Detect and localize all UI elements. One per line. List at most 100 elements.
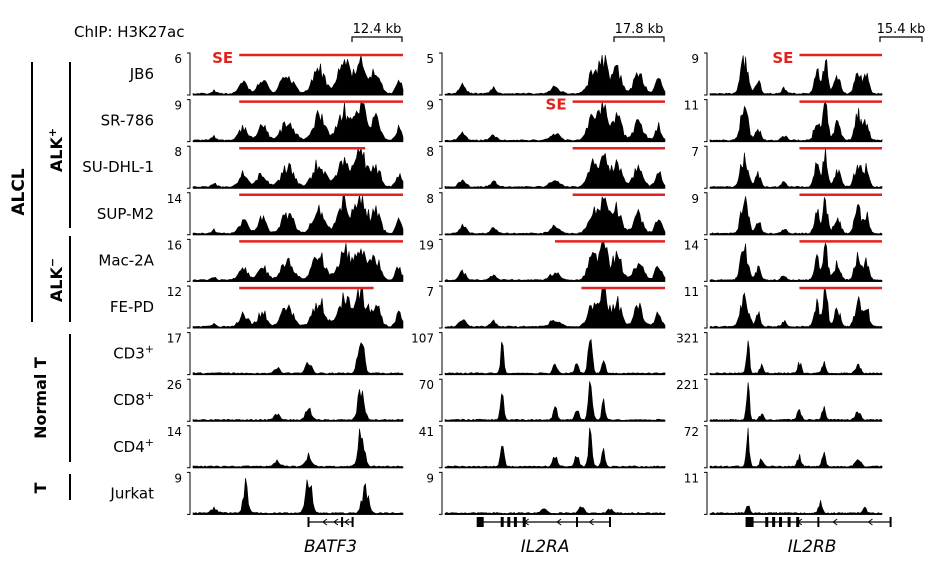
track-axis xyxy=(439,238,443,282)
track-scale-value: 221 xyxy=(676,378,699,392)
gene-exon xyxy=(500,517,504,527)
gene-name: IL2RB xyxy=(788,537,837,557)
signal-track xyxy=(444,54,666,96)
locus-il2rb: 15.4 kb 9 11 7 9 14 11 321 221 72 11 SE IL2RB xyxy=(676,22,925,557)
track-axis xyxy=(704,332,708,376)
group-brackets: ALCL ALK+ ALK− Normal T T xyxy=(9,62,71,500)
gene-exon xyxy=(307,517,310,527)
se-label: SE xyxy=(546,96,567,114)
scale-bar xyxy=(613,36,665,42)
gene-name: IL2RA xyxy=(521,537,570,557)
gene-name: BATF3 xyxy=(304,537,357,557)
signal-track xyxy=(709,287,883,329)
chip-label: ChIP: H3K27ac xyxy=(74,23,184,41)
scale-bar-label: 12.4 kb xyxy=(353,22,402,37)
gene-exon xyxy=(779,517,783,527)
track-scale-value: 9 xyxy=(691,192,699,206)
track-scale-value: 17 xyxy=(167,332,182,346)
signal-track xyxy=(192,389,404,422)
track-scale-value: 41 xyxy=(419,425,434,439)
row-label-jurkat: Jurkat xyxy=(109,484,154,502)
signal-track xyxy=(192,147,404,189)
gene-model xyxy=(307,517,354,527)
strand-chevron xyxy=(556,518,562,526)
track-scale-value: 7 xyxy=(426,285,434,299)
signal-track xyxy=(444,381,666,422)
track-scale-value: 6 xyxy=(174,52,182,66)
locus-il2ra: 17.8 kb 5 9 8 8 19 7 107 70 41 9 SE IL2RA xyxy=(411,22,666,557)
row-label-sup-m2: SUP-M2 xyxy=(97,205,154,223)
track-axis xyxy=(704,238,708,282)
track-scale-value: 26 xyxy=(167,378,182,392)
alcl-label: ALCL xyxy=(9,168,29,215)
track-scale-value: 9 xyxy=(426,471,434,485)
strand-chevron xyxy=(333,518,339,526)
row-label-jb6: JB6 xyxy=(129,65,154,83)
signal-track xyxy=(444,506,666,515)
gene-exon xyxy=(787,517,791,527)
signal-track xyxy=(192,100,404,142)
row-label-cd8: CD8+ xyxy=(113,389,154,409)
se-label: SE xyxy=(212,49,233,67)
strand-chevron xyxy=(588,518,594,526)
track-axis xyxy=(187,52,191,96)
row-label-sr-786: SR-786 xyxy=(101,112,154,130)
track-axis xyxy=(704,192,708,236)
track-scale-value: 11 xyxy=(684,471,699,485)
locus-batf3: 12.4 kb 6 9 8 14 16 12 17 26 14 9 SE BATF3 xyxy=(167,22,404,557)
signal-track xyxy=(709,55,883,96)
track-axis xyxy=(704,52,708,96)
track-axis xyxy=(439,285,443,329)
track-axis xyxy=(439,471,443,515)
gene-model xyxy=(476,517,611,527)
strand-chevron xyxy=(523,518,529,526)
track-scale-value: 70 xyxy=(419,378,434,392)
track-scale-value: 9 xyxy=(174,471,182,485)
track-scale-value: 11 xyxy=(684,285,699,299)
gene-exon xyxy=(889,517,892,527)
signal-track xyxy=(444,152,666,189)
gene-exon xyxy=(341,517,344,527)
track-scale-value: 9 xyxy=(691,52,699,66)
signal-track xyxy=(192,194,404,236)
signal-track xyxy=(192,287,404,329)
signal-track xyxy=(444,427,666,469)
strand-chevron xyxy=(797,518,803,526)
track-axis xyxy=(704,99,708,143)
signal-track xyxy=(709,500,883,515)
gene-exon xyxy=(817,517,820,527)
signal-track xyxy=(192,428,404,469)
track-axis xyxy=(187,285,191,329)
track-scale-value: 72 xyxy=(684,425,699,439)
loci: 12.4 kb 6 9 8 14 16 12 17 26 14 9 SE BATF3 17.8 kb 5 9 8… xyxy=(167,22,926,557)
track-axis xyxy=(439,145,443,189)
track-axis xyxy=(187,192,191,236)
track-scale-value: 12 xyxy=(167,285,182,299)
row-label-cd4: CD4+ xyxy=(113,436,154,456)
row-label-cd3: CD3+ xyxy=(113,343,154,363)
track-scale-value: 19 xyxy=(419,238,434,252)
signal-track xyxy=(709,427,883,469)
track-axis xyxy=(187,99,191,143)
scale-bar xyxy=(879,36,923,42)
track-scale-value: 8 xyxy=(174,145,182,159)
gene-exon xyxy=(765,517,769,527)
track-scale-value: 8 xyxy=(426,145,434,159)
track-axis xyxy=(439,425,443,469)
gene-model xyxy=(745,517,892,527)
gene-exon xyxy=(513,517,517,527)
row-label-mac-2a: Mac-2A xyxy=(98,251,154,269)
track-scale-value: 321 xyxy=(676,332,699,346)
gene-exon xyxy=(476,517,484,527)
signal-track xyxy=(444,287,666,329)
signal-track xyxy=(444,196,666,236)
row-label-fe-pd: FE-PD xyxy=(110,298,154,316)
signal-track xyxy=(709,148,883,189)
alk-pos-label: ALK+ xyxy=(46,128,66,172)
track-axis xyxy=(704,425,708,469)
track-axis xyxy=(704,378,708,422)
gene-exon xyxy=(351,517,354,527)
track-axis xyxy=(704,471,708,515)
track-axis xyxy=(704,145,708,189)
